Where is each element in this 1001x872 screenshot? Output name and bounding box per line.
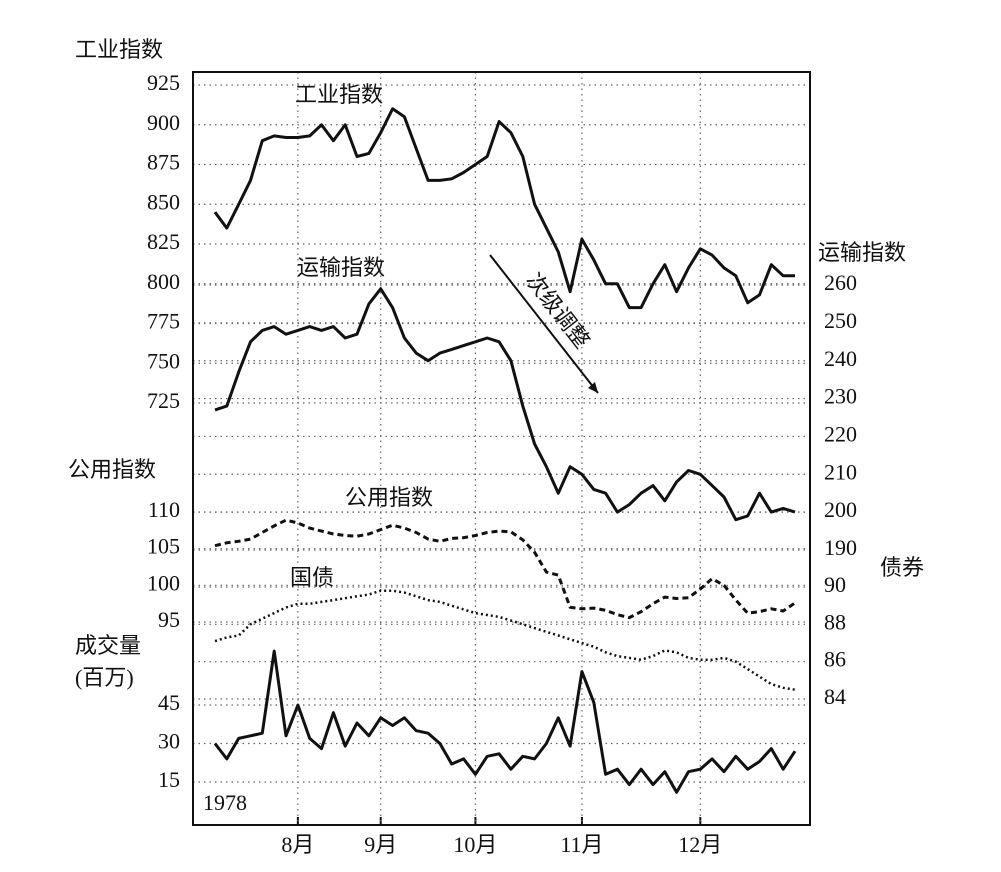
y-tick-label: 725 <box>147 388 180 413</box>
y-tick-label: 260 <box>824 270 857 295</box>
y-tick-label: 925 <box>147 70 180 95</box>
year-label: 1978 <box>203 790 247 815</box>
y-tick-label: 900 <box>147 110 180 135</box>
y-axis-label: 公用指数 <box>68 457 156 482</box>
y-tick-label: 825 <box>147 229 180 254</box>
y-tick-label: 230 <box>824 384 857 409</box>
annotation: 次级调整 <box>521 268 595 353</box>
x-tick-label: 9月 <box>364 832 397 857</box>
y-tick-label: 105 <box>147 534 180 559</box>
y-tick-label: 110 <box>148 497 180 522</box>
x-tick-label: 10月 <box>453 832 497 857</box>
y-axis-label: 工业指数 <box>75 37 163 62</box>
y-tick-label: 210 <box>824 459 857 484</box>
series-line <box>213 107 795 310</box>
series-label: 工业指数 <box>295 82 383 107</box>
y-tick-label: 220 <box>824 421 857 446</box>
y-axis-label: (百万) <box>75 665 134 690</box>
y-tick-label: 95 <box>158 607 180 632</box>
y-tick-label: 45 <box>158 690 180 715</box>
y-tick-label: 240 <box>824 346 857 371</box>
y-tick-label: 86 <box>824 647 846 672</box>
y-tick-label: 30 <box>158 729 180 754</box>
annotation-arrow <box>489 254 599 394</box>
y-axis-label: 债券 <box>880 555 924 580</box>
y-tick-label: 850 <box>147 189 180 214</box>
x-tick-label: 11月 <box>560 832 603 857</box>
y-tick-label: 15 <box>158 767 180 792</box>
y-tick-label: 200 <box>824 497 857 522</box>
y-tick-label: 190 <box>824 535 857 560</box>
series-line <box>214 518 796 620</box>
x-tick-label: 8月 <box>281 832 314 857</box>
y-tick-label: 250 <box>824 308 857 333</box>
series-line <box>214 287 796 522</box>
x-tick-label: 12月 <box>678 832 722 857</box>
y-tick-label: 84 <box>824 684 846 709</box>
series-label: 公用指数 <box>345 485 433 510</box>
y-tick-label: 90 <box>824 572 846 597</box>
series-label: 运输指数 <box>297 255 385 280</box>
y-tick-label: 100 <box>147 570 180 595</box>
y-tick-label: 775 <box>147 309 180 334</box>
series-line <box>214 589 796 691</box>
y-axis-label: 成交量 <box>75 633 141 658</box>
y-axis-label: 运输指数 <box>818 240 906 265</box>
plot-frame <box>192 71 811 826</box>
y-tick-label: 875 <box>147 150 180 175</box>
y-tick-label: 88 <box>824 609 846 634</box>
series-line <box>213 649 797 794</box>
arrow-head <box>588 382 598 393</box>
series-label: 国债 <box>290 565 334 590</box>
y-tick-label: 800 <box>147 269 180 294</box>
y-tick-label: 750 <box>147 348 180 373</box>
